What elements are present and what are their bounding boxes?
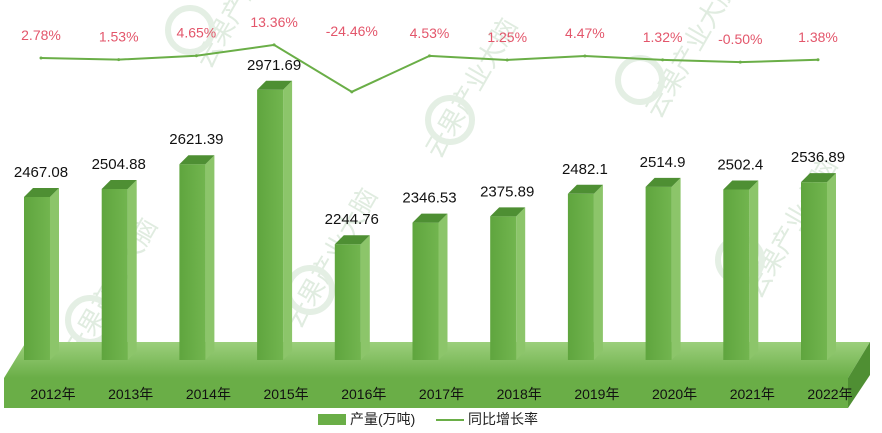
growth-rate-point (117, 58, 121, 62)
bar-side (593, 184, 603, 360)
bar (257, 89, 284, 361)
x-tick-label: 2020年 (652, 386, 697, 402)
growth-rate-label: 4.47% (565, 25, 605, 41)
bar-side (749, 180, 759, 360)
bar-value-label: 2346.53 (402, 190, 456, 207)
bar-value-label: 2375.89 (480, 183, 534, 200)
x-tick-label: 2013年 (108, 386, 153, 402)
legend-label-line: 同比增长率 (468, 411, 538, 427)
source-credit: 搜狐号 @农小蜂数智云 (640, 408, 815, 426)
bar (723, 189, 750, 360)
bar (567, 193, 594, 360)
bar (179, 164, 206, 360)
x-tick-label: 2021年 (730, 386, 775, 402)
x-tick-label: 2012年 (30, 386, 75, 402)
growth-rate-point (583, 54, 587, 58)
x-tick-label: 2014年 (186, 386, 231, 402)
bar-value-label: 2467.08 (14, 164, 68, 181)
bar (801, 182, 827, 360)
growth-rate-point (428, 54, 431, 58)
bar-value-label: 2536.89 (791, 149, 845, 166)
bar-top (24, 187, 59, 197)
x-tick-label: 2022年 (807, 386, 852, 402)
bar-value-label: 2482.1 (562, 161, 608, 178)
bar-top (645, 177, 681, 187)
growth-rate-point (350, 90, 354, 94)
growth-rate-point (816, 58, 820, 62)
bar-side (50, 187, 59, 360)
x-tick-label: 2017年 (419, 386, 464, 402)
growth-rate-label: -0.50% (718, 31, 762, 47)
source-author: @农小蜂数智云 (710, 408, 815, 426)
watermark-emblem (425, 95, 475, 145)
bar-side (283, 80, 293, 361)
bar-side (827, 173, 836, 360)
legend-label-bar: 产量(万吨) (350, 411, 415, 427)
growth-rate-label: 4.65% (177, 25, 217, 41)
growth-rate-label: -24.46% (326, 23, 378, 39)
bar-top (490, 207, 526, 217)
bar-side (360, 235, 370, 360)
growth-rate-label: 13.36% (250, 14, 297, 30)
growth-rate-label: 4.53% (410, 25, 450, 41)
x-tick-label: 2015年 (264, 386, 309, 402)
bar (24, 196, 50, 360)
bar-value-label: 2504.88 (92, 156, 146, 173)
bar-value-label: 2514.9 (640, 154, 686, 171)
bar-side (127, 179, 137, 360)
bar-side (205, 155, 215, 360)
bar (334, 244, 361, 360)
growth-rate-point (661, 58, 665, 62)
bar-top (257, 80, 293, 90)
bar (101, 188, 128, 360)
bar-value-label: 2621.39 (169, 131, 223, 148)
x-tick-label: 2018年 (497, 386, 542, 402)
bar-side (516, 207, 526, 360)
growth-rate-label: 1.32% (643, 29, 683, 45)
bar-side (438, 213, 448, 360)
watermark-emblem (165, 5, 215, 55)
bar-top (723, 180, 759, 190)
growth-rate-point (272, 43, 276, 47)
bar-top (412, 213, 448, 223)
growth-rate-point (738, 60, 742, 64)
bar (490, 216, 517, 360)
bar-top (101, 179, 137, 189)
bar-top (567, 184, 603, 194)
bar (412, 222, 439, 360)
growth-rate-point (505, 58, 509, 62)
chart-floor-side (848, 342, 870, 408)
bar-top (179, 155, 215, 165)
growth-rate-point (194, 54, 198, 58)
x-tick-label: 2016年 (341, 386, 386, 402)
bar-side (671, 177, 681, 360)
growth-rate-label: 1.53% (99, 29, 139, 45)
growth-rate-point (39, 56, 43, 60)
x-tick-label: 2019年 (574, 386, 619, 402)
bar-value-label: 2502.4 (717, 156, 763, 173)
bar (645, 186, 672, 360)
bar-value-label: 2244.76 (325, 211, 379, 228)
growth-rate-label: 2.78% (21, 27, 61, 43)
legend-swatch-bar (318, 414, 346, 425)
growth-rate-label: 1.38% (798, 29, 838, 45)
x-axis-band (4, 378, 848, 408)
legend: 产量(万吨) 同比增长率 (318, 411, 538, 427)
growth-rate-label: 1.25% (487, 29, 527, 45)
bar-value-label: 2971.69 (247, 57, 301, 74)
bar-top (334, 235, 370, 245)
source-platform: 搜狐号 (640, 408, 687, 426)
bar-top (801, 173, 836, 183)
